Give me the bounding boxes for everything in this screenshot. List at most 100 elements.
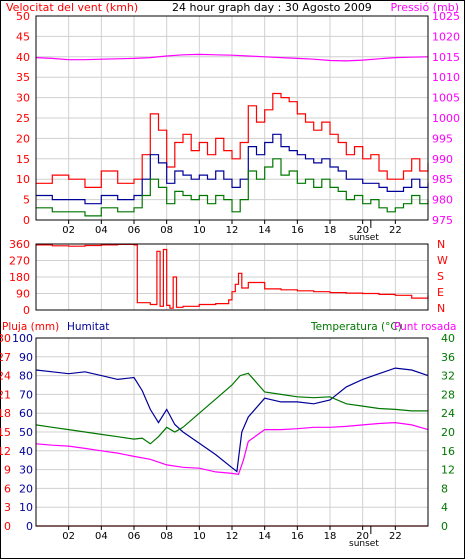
wind-speed-y-tick-label: 20 [16, 132, 30, 145]
direction-right-label-s: S [437, 270, 444, 283]
wind-speed-y-tick-label: 45 [16, 30, 30, 43]
wind-gust-line [36, 92, 429, 188]
wind-x-tick-label: 16 [291, 225, 304, 236]
humidity-y-tick-label: 50 [19, 426, 33, 439]
wind-speed-y-tick-label: 0 [23, 214, 30, 227]
temperature-y-tick-label: 28 [441, 388, 455, 401]
direction-y-tick-label: 180 [9, 271, 30, 284]
wind-x-tick-label: 08 [160, 225, 173, 236]
wind-speed-y-tick-label: 40 [16, 51, 30, 64]
humidity-y-tick-label: 90 [19, 351, 33, 364]
wind-x-tick-label: 04 [95, 225, 108, 236]
wind-x-tick-label: 10 [193, 225, 206, 236]
humidity-y-tick-label: 0 [26, 520, 33, 533]
direction-right-label-n-top: N [437, 238, 445, 251]
temperature-y-tick-label: 0 [441, 520, 448, 533]
temperature-y-tick-label: 32 [441, 370, 455, 383]
pressure-y-tick-label: 975 [432, 214, 453, 227]
rain-y-tick-label: 21 [0, 388, 11, 401]
wind-speed-y-tick-label: 35 [16, 71, 30, 84]
humidity-y-tick-label: 10 [19, 501, 33, 514]
direction-right-label-w: W [437, 254, 448, 267]
temperature-y-tick-label: 36 [441, 351, 455, 364]
wind-x-tick-label: 20 [356, 225, 369, 236]
temperature-y-tick-label: 4 [441, 501, 448, 514]
wind-x-tick-label: 06 [128, 225, 141, 236]
temperature-y-tick-label: 16 [441, 445, 455, 458]
wind-left-label: Velocitat del vent (kmh) [6, 1, 138, 14]
wind-speed-y-tick-label: 10 [16, 173, 30, 186]
temp-x-tick-label: 04 [95, 531, 108, 542]
temperature-y-tick-label: 8 [441, 482, 448, 495]
wind-speed-y-tick-label: 50 [16, 10, 30, 23]
wind-average-line [36, 133, 429, 205]
wind-chart-title: 24 hour graph day : 30 Agosto 2009 [172, 1, 372, 14]
rain-y-tick-label: 27 [0, 351, 11, 364]
temp-x-tick-label: 20 [356, 531, 369, 542]
direction-right-label-e: E [437, 286, 444, 299]
pressure-y-tick-label: 1025 [432, 10, 460, 23]
wind-x-tick-label: 22 [389, 225, 402, 236]
pressure-y-tick-label: 980 [432, 194, 453, 207]
pressure-y-tick-label: 1020 [432, 30, 460, 43]
rain-y-tick-label: 18 [0, 407, 11, 420]
wind-speed-y-tick-label: 5 [23, 194, 30, 207]
rain-y-tick-label: 15 [0, 426, 11, 439]
rain-label: Pluja (mm) [2, 321, 59, 333]
direction-y-tick-label: 90 [16, 288, 30, 301]
direction-line [36, 243, 429, 309]
pressure-line [35, 53, 429, 62]
direction-plot-frame [35, 243, 429, 311]
temp-x-tick-label: 14 [258, 531, 271, 542]
wind-speed-y-tick-label: 15 [16, 153, 30, 166]
wind-speed-y-tick-label: 25 [16, 112, 30, 125]
humidity-y-tick-label: 20 [19, 482, 33, 495]
temperature-line [35, 372, 428, 445]
humidity-y-tick-label: 70 [19, 388, 33, 401]
pressure-y-tick-label: 990 [432, 153, 453, 166]
wind-right-label: Pressió (mb) [390, 1, 459, 14]
temp-x-tick-label: 18 [324, 531, 337, 542]
direction-y-tick-label: 270 [9, 255, 30, 268]
wind-x-tick-label: 12 [226, 225, 239, 236]
temp-x-tick-label: 08 [160, 531, 173, 542]
humidity-y-tick-label: 40 [19, 445, 33, 458]
pressure-y-tick-label: 985 [432, 173, 453, 186]
rain-y-tick-label: 3 [4, 501, 11, 514]
direction-y-tick-label: 360 [9, 238, 30, 251]
rain-y-tick-label: 9 [4, 464, 11, 477]
wind-x-tick-label: 02 [62, 225, 75, 236]
humidity-y-tick-label: 60 [19, 407, 33, 420]
temp-x-tick-label: 10 [193, 531, 206, 542]
wind-speed-y-tick-label: 30 [16, 92, 30, 105]
rain-y-tick-label: 12 [0, 445, 11, 458]
temp-sunset-label: sunset [349, 539, 379, 549]
temp-x-tick-label: 02 [62, 531, 75, 542]
temperature-y-tick-label: 40 [441, 332, 455, 345]
rain-y-tick-label: 0 [4, 520, 11, 533]
humidity-y-tick-label: 100 [12, 332, 33, 345]
humidity-y-tick-label: 80 [19, 370, 33, 383]
temp-x-tick-label: 22 [389, 531, 402, 542]
wind-sunset-label: sunset [349, 233, 379, 243]
wind-speed-line [36, 158, 429, 217]
direction-y-tick-label: 0 [23, 304, 30, 317]
temperature-y-tick-label: 20 [441, 426, 455, 439]
humidity-line [35, 367, 429, 473]
temperature-y-tick-label: 12 [441, 464, 455, 477]
wind-x-tick-label: 14 [258, 225, 271, 236]
temp-x-tick-label: 16 [291, 531, 304, 542]
temp-x-tick-label: 12 [226, 531, 239, 542]
rain-y-tick-label: 30 [0, 332, 11, 345]
temperature-y-tick-label: 24 [441, 407, 455, 420]
dewpoint-label: Punt rosada [394, 321, 456, 333]
pressure-y-tick-label: 1015 [432, 51, 460, 64]
wind-x-tick-label: 18 [324, 225, 337, 236]
direction-right-label-n-bottom: N [437, 302, 445, 315]
rain-y-tick-label: 24 [0, 370, 11, 383]
humidity-label: Humitat [67, 321, 109, 333]
pressure-y-tick-label: 995 [432, 132, 453, 145]
rain-y-tick-label: 6 [4, 482, 11, 495]
temperature-label: Temperatura (°C) [310, 321, 402, 333]
